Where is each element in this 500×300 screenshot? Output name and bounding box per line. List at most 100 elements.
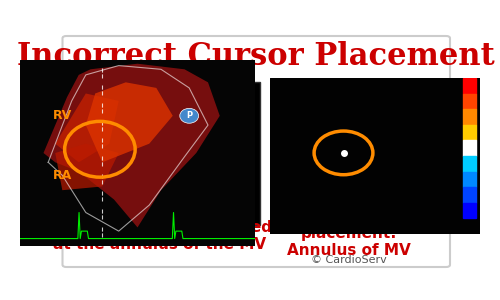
Wedge shape bbox=[270, 0, 358, 51]
Wedge shape bbox=[400, 0, 500, 57]
Text: Volume sample not placed
at the annulus of the MV: Volume sample not placed at the annulus … bbox=[46, 220, 272, 252]
Wedge shape bbox=[392, 0, 471, 50]
Wedge shape bbox=[392, 0, 475, 51]
Polygon shape bbox=[55, 144, 118, 190]
Bar bbox=[463, 78, 476, 94]
Wedge shape bbox=[218, 4, 348, 59]
Polygon shape bbox=[55, 94, 118, 162]
Bar bbox=[463, 94, 476, 109]
Wedge shape bbox=[343, 0, 370, 47]
Wedge shape bbox=[352, 0, 372, 47]
Wedge shape bbox=[394, 0, 484, 52]
Bar bbox=[463, 109, 476, 125]
Text: RV: RV bbox=[52, 109, 72, 122]
Wedge shape bbox=[226, 0, 349, 57]
Wedge shape bbox=[396, 0, 498, 53]
Wedge shape bbox=[384, 0, 431, 48]
Text: © CardioServ: © CardioServ bbox=[312, 255, 387, 265]
Wedge shape bbox=[397, 0, 500, 54]
Wedge shape bbox=[372, 0, 378, 47]
Wedge shape bbox=[402, 7, 500, 60]
Bar bbox=[463, 172, 476, 187]
Bar bbox=[463, 125, 476, 140]
Wedge shape bbox=[266, 0, 356, 52]
Wedge shape bbox=[399, 0, 500, 56]
Wedge shape bbox=[220, 0, 348, 58]
Wedge shape bbox=[234, 0, 351, 56]
Text: P: P bbox=[186, 111, 192, 120]
Wedge shape bbox=[296, 0, 362, 49]
Wedge shape bbox=[398, 0, 500, 55]
Wedge shape bbox=[324, 0, 367, 48]
Wedge shape bbox=[402, 4, 500, 59]
Text: RA: RA bbox=[52, 169, 72, 182]
Wedge shape bbox=[379, 0, 402, 47]
Wedge shape bbox=[402, 0, 500, 58]
Wedge shape bbox=[310, 0, 364, 48]
Text: Correct cursor
placement:
Annulus of MV: Correct cursor placement: Annulus of MV bbox=[288, 208, 411, 258]
Wedge shape bbox=[328, 0, 368, 48]
Text: Incorrect Cursor Placement: Incorrect Cursor Placement bbox=[18, 41, 495, 72]
Wedge shape bbox=[255, 0, 354, 53]
Wedge shape bbox=[396, 0, 495, 53]
Wedge shape bbox=[224, 0, 348, 58]
Wedge shape bbox=[388, 0, 454, 49]
Wedge shape bbox=[386, 0, 440, 48]
Wedge shape bbox=[377, 0, 392, 47]
Wedge shape bbox=[362, 0, 374, 47]
Wedge shape bbox=[386, 0, 445, 49]
Bar bbox=[463, 156, 476, 172]
Bar bbox=[463, 203, 476, 218]
Wedge shape bbox=[333, 0, 368, 47]
Wedge shape bbox=[228, 0, 350, 57]
Wedge shape bbox=[358, 0, 373, 47]
Wedge shape bbox=[287, 0, 360, 50]
Wedge shape bbox=[398, 0, 500, 55]
Wedge shape bbox=[338, 0, 370, 47]
Wedge shape bbox=[382, 0, 422, 48]
Wedge shape bbox=[248, 0, 353, 54]
Wedge shape bbox=[380, 0, 407, 47]
Wedge shape bbox=[283, 0, 360, 50]
Wedge shape bbox=[319, 0, 366, 48]
Wedge shape bbox=[348, 0, 371, 47]
Wedge shape bbox=[216, 7, 348, 60]
Wedge shape bbox=[300, 0, 362, 49]
Wedge shape bbox=[368, 0, 374, 47]
Wedge shape bbox=[292, 0, 361, 50]
Wedge shape bbox=[376, 0, 388, 47]
Wedge shape bbox=[305, 0, 364, 49]
Wedge shape bbox=[401, 0, 500, 57]
Wedge shape bbox=[252, 0, 354, 53]
Wedge shape bbox=[398, 0, 500, 60]
Wedge shape bbox=[262, 0, 356, 52]
FancyBboxPatch shape bbox=[78, 82, 260, 225]
Wedge shape bbox=[383, 0, 426, 48]
Wedge shape bbox=[238, 0, 352, 55]
Wedge shape bbox=[395, 0, 492, 52]
Wedge shape bbox=[402, 0, 500, 58]
Wedge shape bbox=[392, 0, 480, 51]
Wedge shape bbox=[389, 0, 458, 50]
Wedge shape bbox=[244, 0, 352, 54]
Wedge shape bbox=[376, 0, 382, 47]
Wedge shape bbox=[385, 0, 436, 48]
Wedge shape bbox=[388, 0, 450, 49]
Wedge shape bbox=[394, 0, 488, 52]
Wedge shape bbox=[216, 0, 362, 60]
Wedge shape bbox=[380, 0, 412, 47]
Wedge shape bbox=[274, 0, 358, 51]
Wedge shape bbox=[400, 0, 500, 56]
Wedge shape bbox=[378, 0, 398, 47]
Wedge shape bbox=[382, 0, 417, 47]
FancyBboxPatch shape bbox=[62, 36, 450, 267]
Wedge shape bbox=[258, 0, 355, 52]
Wedge shape bbox=[314, 0, 365, 48]
Polygon shape bbox=[44, 64, 220, 227]
Bar bbox=[463, 187, 476, 203]
Wedge shape bbox=[278, 0, 358, 50]
Wedge shape bbox=[398, 0, 500, 54]
Wedge shape bbox=[241, 0, 352, 55]
Polygon shape bbox=[86, 82, 173, 162]
Wedge shape bbox=[390, 0, 463, 50]
